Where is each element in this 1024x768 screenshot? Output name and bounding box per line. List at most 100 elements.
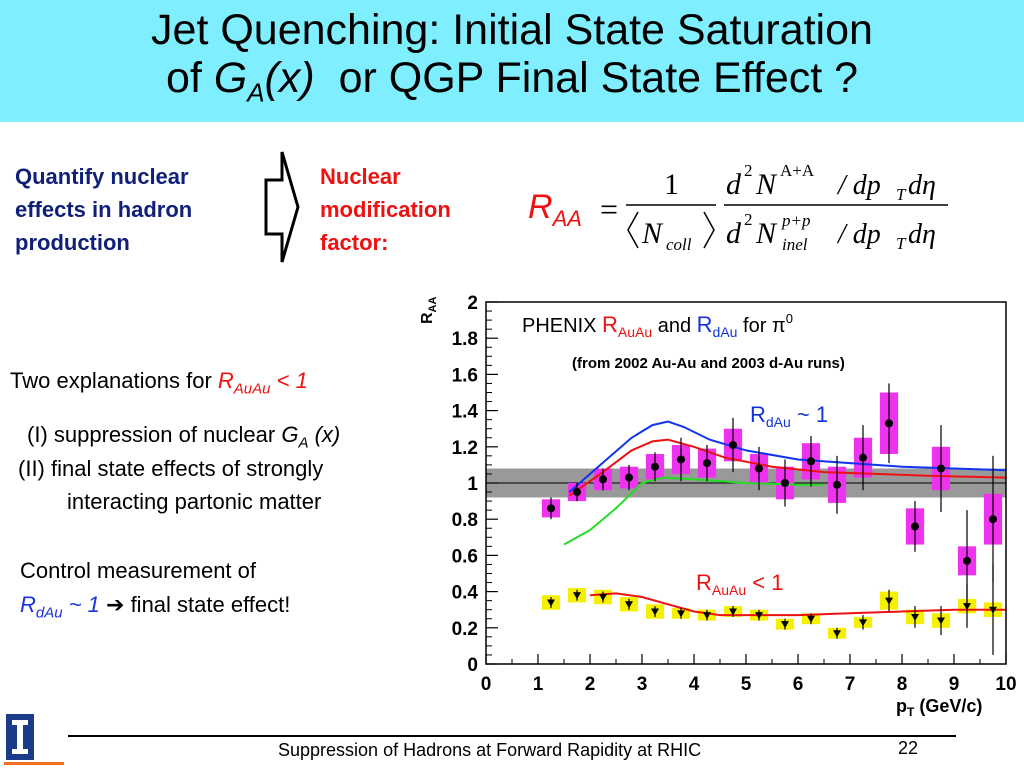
annot-dau-r: R xyxy=(750,402,766,427)
dAu-point-9 xyxy=(781,479,789,487)
nmf-line-3: factor: xyxy=(320,230,389,255)
y-tick-label-5: 1 xyxy=(467,474,478,495)
x-tick-label-1: 1 xyxy=(533,674,544,695)
formula-den-sub: inel xyxy=(782,235,808,254)
explanation-2-line-1: (II) final state effects of strongly xyxy=(18,456,324,481)
y-tick-label-1: 0.2 xyxy=(452,619,478,640)
formula-one: 1 xyxy=(664,168,679,201)
explain-pre: Two explanations for xyxy=(10,368,218,393)
footer-divider xyxy=(68,735,956,737)
dAu-point-15 xyxy=(937,464,945,473)
AuAu-point-5 xyxy=(677,610,685,618)
formula-den-sup: p+p xyxy=(781,211,810,230)
chart-title-r2-sub: dAu xyxy=(713,324,738,340)
AuAu-point-10 xyxy=(807,615,815,623)
x-tick-label-5: 5 xyxy=(741,674,752,695)
annot-dau-post: ~ 1 xyxy=(791,402,828,427)
AuAu-point-13 xyxy=(885,597,893,605)
chart-subtitle: (from 2002 Au-Au and 2003 d-Au runs) xyxy=(572,355,845,372)
dAu-point-14 xyxy=(911,522,919,531)
y-tick-label-9: 1.8 xyxy=(452,329,478,350)
annot-auau: RAuAu < 1 xyxy=(696,570,783,598)
footer-text: Suppression of Hadrons at Forward Rapidi… xyxy=(278,740,702,760)
control-r-sub: dAu xyxy=(35,604,63,622)
chart-title-r2: R xyxy=(697,312,713,337)
formula-den-dp: / dp xyxy=(836,219,881,250)
formula-r: R xyxy=(528,188,553,226)
y-tick-label-6: 1.2 xyxy=(452,438,478,459)
title-x: (x) xyxy=(264,54,315,102)
dAu-point-12 xyxy=(859,453,867,462)
AuAu-point-15 xyxy=(937,617,945,625)
formula-den-deta: dη xyxy=(908,219,936,250)
explain-r: R xyxy=(217,368,234,393)
ylabel-sub: AA xyxy=(427,296,439,312)
raa-formula: RAA = 1 N coll d 2 N A+A / dp T dη d 2 N… xyxy=(520,150,960,260)
chart-title-sup: 0 xyxy=(786,311,793,326)
control-arrow-icon: ➔ xyxy=(106,592,125,617)
y-axis-label: RAA xyxy=(419,296,439,324)
AuAu-point-3 xyxy=(625,601,633,609)
x-tick-label-2: 2 xyxy=(585,674,596,695)
AuAu-point-17 xyxy=(989,606,997,614)
x-axis-label: pT (GeV/c) xyxy=(896,696,982,719)
title-or-qgp: or QGP Final State Effect ? xyxy=(338,54,859,102)
explain-post: < 1 xyxy=(270,368,308,393)
x-tick-label-4: 4 xyxy=(689,674,700,695)
formula-den-d: d xyxy=(726,217,742,250)
dAu-point-4 xyxy=(651,462,659,471)
slide-title: Jet Quenching: Initial State Saturation … xyxy=(0,0,1024,122)
chart-title-mid: and xyxy=(652,315,696,337)
y-tick-label-0: 0 xyxy=(467,655,478,676)
xlabel-post: (GeV/c) xyxy=(914,696,982,716)
formula-ncoll-sub: coll xyxy=(666,235,692,254)
annot-dau: RdAu ~ 1 xyxy=(750,402,828,430)
xlabel-sub: T xyxy=(907,705,915,719)
formula-den-n: N xyxy=(755,217,778,250)
dAu-point-3 xyxy=(625,473,633,482)
formula-den-2: 2 xyxy=(744,210,753,229)
y-tick-label-3: 0.6 xyxy=(452,546,478,567)
y-tick-label-7: 1.4 xyxy=(452,402,479,423)
formula-num-deta: dη xyxy=(908,170,936,201)
title-line-1: Jet Quenching: Initial State Saturation xyxy=(151,6,873,54)
AuAu-point-4 xyxy=(651,608,659,616)
formula-r-sub: AA xyxy=(552,205,582,231)
chart-title-r1-sub: AuAu xyxy=(618,324,652,340)
x-tick-label-6: 6 xyxy=(793,674,804,695)
AuAu-point-0 xyxy=(547,599,555,607)
AuAu-point-6 xyxy=(703,612,711,620)
x-tick-label-3: 3 xyxy=(637,674,648,695)
expl1-x: (x) xyxy=(308,422,341,447)
AuAu-point-14 xyxy=(911,613,919,621)
expl1-pre: (I) suppression of nuclear xyxy=(27,422,282,447)
expl1-g-sub: A xyxy=(298,434,309,452)
formula-den-t: T xyxy=(896,234,907,253)
y-tick-label-8: 1.6 xyxy=(452,365,478,386)
dAu-point-7 xyxy=(729,440,737,449)
annot-auau-sub: AuAu xyxy=(712,582,746,598)
chart-title: PHENIX RAuAu and RdAu for π0 xyxy=(522,311,793,340)
dAu-point-17 xyxy=(989,515,997,524)
explanation-1: (I) suppression of nuclear GA (x) xyxy=(27,422,340,451)
dAu-point-2 xyxy=(599,475,607,484)
title-line-2: of GA(x) or QGP Final State Effect ? xyxy=(0,54,1024,117)
explain-r-sub: AuAu xyxy=(233,380,271,398)
dAu-point-0 xyxy=(547,504,555,513)
annot-auau-post: < 1 xyxy=(746,570,783,595)
formula-num-dp: / dp xyxy=(836,170,881,201)
formula-num-d: d xyxy=(726,168,742,201)
dAu-point-6 xyxy=(703,459,711,468)
expl1-g: G xyxy=(281,422,299,447)
chart-title-post: for π xyxy=(737,315,785,337)
formula-num-sup: A+A xyxy=(780,161,815,180)
formula-num-t: T xyxy=(896,185,907,204)
nmf-line-1: Nuclear xyxy=(320,164,401,189)
AuAu-point-16 xyxy=(963,603,971,611)
explanations-heading: Two explanations for RAuAu < 1 xyxy=(10,368,308,397)
right-arrow-icon xyxy=(264,151,300,263)
formula-num-2: 2 xyxy=(744,161,753,180)
formula-equals: = xyxy=(600,191,618,227)
AuAu-point-1 xyxy=(573,592,581,600)
page-number: 22 xyxy=(898,738,919,758)
